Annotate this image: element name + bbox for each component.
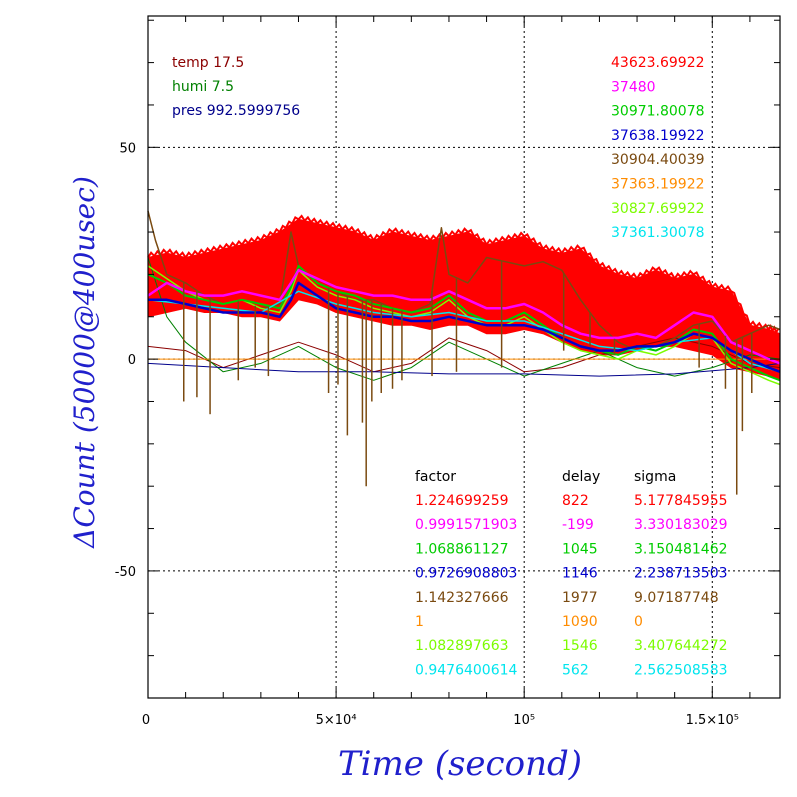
y-axis-label: ΔCount (50000@400usec): [68, 176, 101, 549]
series-value-7: 37361.30078: [611, 225, 705, 241]
table-cell-factor: 0.9476400614: [415, 662, 518, 678]
series-lines: [147, 210, 781, 386]
table-cell-delay: 1977: [562, 590, 598, 606]
fit-parameter-table: factor delay sigma 1.224699259 822 5.17784595…: [415, 469, 728, 678]
series-value-3: 37638.19922: [611, 128, 705, 144]
table-cell-delay: 1045: [562, 541, 598, 557]
table-cell-factor: 1: [415, 614, 424, 630]
series-value-1: 37480: [611, 79, 656, 95]
table-cell-delay: -199: [562, 517, 594, 533]
table-header-sigma: sigma: [634, 469, 676, 485]
table-cell-sigma: 2.238713503: [634, 566, 728, 582]
table-cell-factor: 1.068861127: [415, 541, 509, 557]
x-tick-label-3: 1.5×10⁵: [686, 713, 739, 728]
table-header-factor: factor: [415, 469, 456, 485]
table-cell-sigma: 3.150481462: [634, 541, 728, 557]
table-cell-delay: 1546: [562, 638, 598, 654]
y-tick-label-0: 50: [119, 141, 136, 156]
y-tick-label-1: 0: [128, 353, 136, 368]
series-value-list: 43623.69922 37480 30971.80078 37638.19922 30…: [611, 55, 705, 241]
table-cell-factor: 0.9726908803: [415, 566, 517, 582]
y-tick-label-2: -50: [115, 565, 136, 580]
series-line-lime: [147, 265, 781, 386]
plot-frame: [147, 15, 781, 699]
env-readout-2: pres 992.5999756: [172, 103, 300, 119]
table-cell-factor: 0.9991571903: [415, 517, 517, 533]
x-tick-label-2: 10⁵: [513, 713, 535, 728]
series-line-pres: [147, 362, 781, 377]
x-axis-label: Time (second): [338, 744, 582, 784]
series-value-6: 30827.69922: [611, 201, 705, 217]
series-line-humi: [147, 257, 781, 381]
x-tick-label-1: 5×10⁴: [316, 713, 357, 728]
table-cell-sigma: 5.177845955: [634, 493, 728, 509]
series-value-4: 30904.40039: [611, 152, 705, 168]
table-cell-factor: 1.082897663: [415, 638, 509, 654]
table-cell-sigma: 2.562508583: [634, 662, 728, 678]
table-cell-sigma: 3.330183029: [634, 517, 728, 533]
axis-ticks: [148, 16, 780, 698]
series-line-blue: [148, 281, 781, 373]
red-series-upper-edge: [147, 214, 779, 335]
table-cell-delay: 1090: [562, 614, 598, 630]
table-cell-sigma: 3.407644272: [634, 638, 728, 654]
x-tick-label-0: 0: [142, 713, 150, 728]
table-cell-sigma: 9.07187748: [634, 590, 719, 606]
table-cell-factor: 1.224699259: [415, 493, 509, 509]
table-header-delay: delay: [562, 469, 600, 485]
table-cell-delay: 822: [562, 493, 589, 509]
environment-readout: temp 17.5 humi 7.5 pres 992.5999756: [172, 55, 300, 119]
table-cell-delay: 1146: [562, 566, 598, 582]
series-value-5: 37363.19922: [611, 177, 705, 193]
series-value-0: 43623.69922: [611, 55, 705, 71]
series-value-2: 30971.80078: [611, 104, 705, 120]
table-cell-delay: 562: [562, 662, 589, 678]
table-cell-factor: 1.142327666: [415, 590, 509, 606]
brown-spikes: [182, 260, 753, 495]
table-cell-sigma: 0: [634, 614, 643, 630]
env-readout-1: humi 7.5: [172, 79, 234, 95]
env-readout-0: temp 17.5: [172, 55, 244, 71]
series-line-magenta: [147, 268, 781, 365]
axis-tick-labels: 0 5×10⁴ 10⁵ 1.5×10⁵ 50 0 -50: [115, 141, 739, 728]
